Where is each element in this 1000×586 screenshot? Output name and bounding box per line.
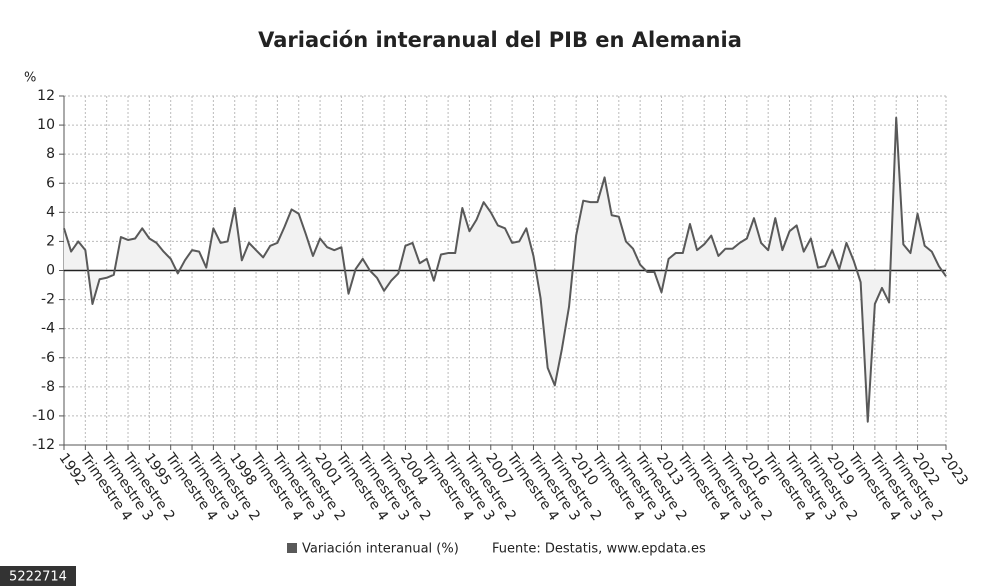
y-tick-label: -12 — [32, 437, 55, 453]
y-tick-label: -2 — [41, 292, 55, 308]
y-tick-label: -4 — [41, 321, 55, 337]
legend-swatch — [287, 543, 297, 553]
y-tick-label: 10 — [37, 117, 55, 133]
y-tick-label: 0 — [46, 263, 55, 279]
y-tick-label: 12 — [37, 88, 55, 104]
legend-label: Variación interanual (%) — [302, 542, 459, 557]
id-label: 5222714 — [9, 570, 67, 585]
id-badge — [0, 566, 76, 586]
y-tick-label: 6 — [46, 175, 55, 191]
y-tick-label: -6 — [41, 350, 55, 366]
y-tick-label: -10 — [32, 408, 55, 424]
y-tick-label: 4 — [46, 204, 55, 220]
source: Fuente: Destatis, www.epdata.es — [492, 542, 706, 557]
y-tick-label: -8 — [41, 379, 55, 395]
y-tick-label: 8 — [46, 146, 55, 162]
y-axis-label: % — [24, 71, 36, 86]
y-tick-label: 2 — [46, 233, 55, 249]
line — [63, 116, 947, 423]
chart-title: Variación interanual del PIB en Alemania — [258, 28, 742, 52]
